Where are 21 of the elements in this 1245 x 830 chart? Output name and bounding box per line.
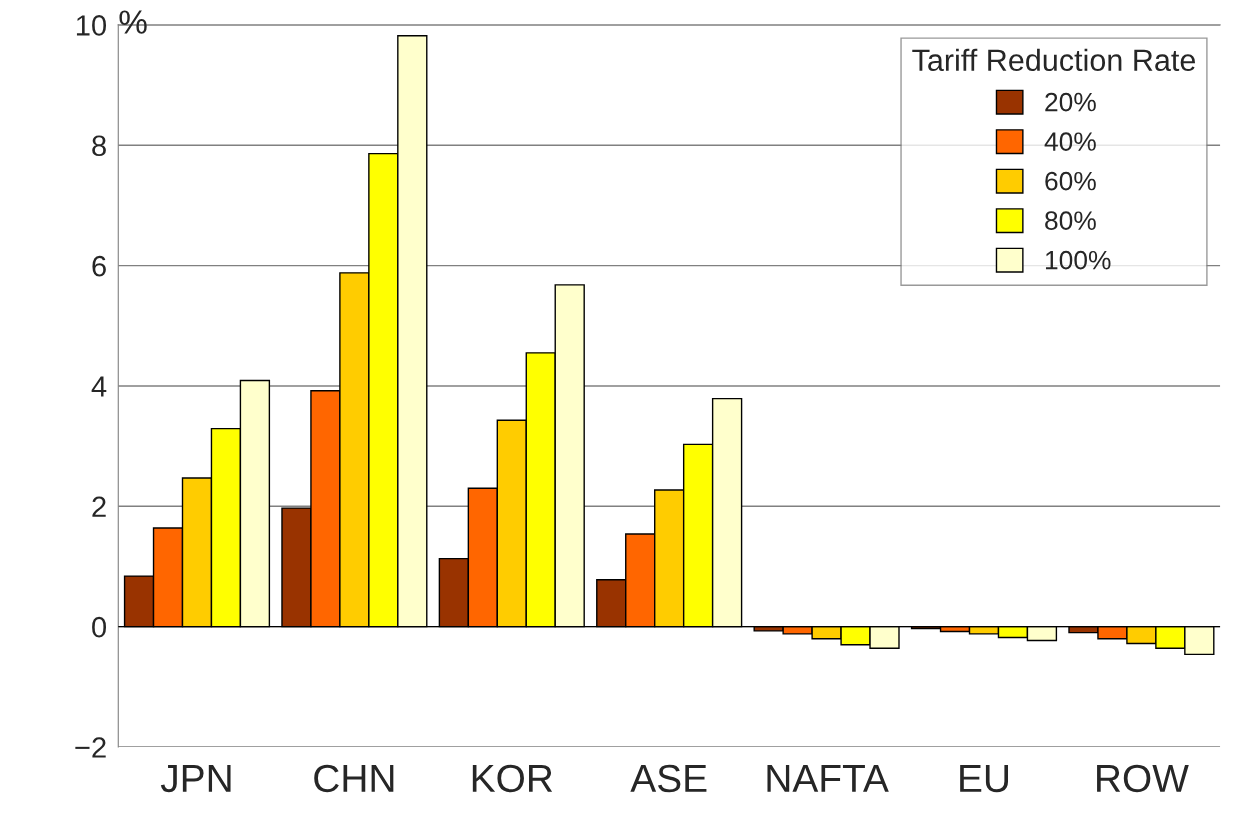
- y-tick-label: −2: [75, 737, 106, 758]
- y-axis-title: %: [119, 10, 147, 34]
- x-tick-label: EU: [960, 765, 1008, 793]
- x-tick-label: CHN: [314, 764, 394, 793]
- y-tick-label: 4: [91, 376, 107, 397]
- legend-label: 40%: [1044, 132, 1096, 151]
- y-tick-label: 6: [92, 255, 106, 277]
- y-tick-label: 0: [92, 616, 107, 638]
- legend-label: 100%: [1045, 250, 1111, 270]
- y-tick-label: 8: [92, 135, 106, 157]
- legend-title: Tariff Reduction Rate: [912, 48, 1196, 72]
- legend-label: 60%: [1045, 171, 1096, 191]
- x-tick-label: ASE: [630, 764, 707, 793]
- legend-label: 80%: [1045, 211, 1096, 230]
- y-tick-label: 10: [76, 15, 107, 36]
- x-tick-label: ROW: [1097, 764, 1189, 793]
- x-tick-label: NAFTA: [767, 765, 889, 792]
- y-tick-label: 2: [92, 496, 106, 517]
- x-tick-label: KOR: [472, 764, 553, 793]
- x-tick-label: JPN: [160, 765, 231, 793]
- legend-label: 20%: [1045, 92, 1096, 112]
